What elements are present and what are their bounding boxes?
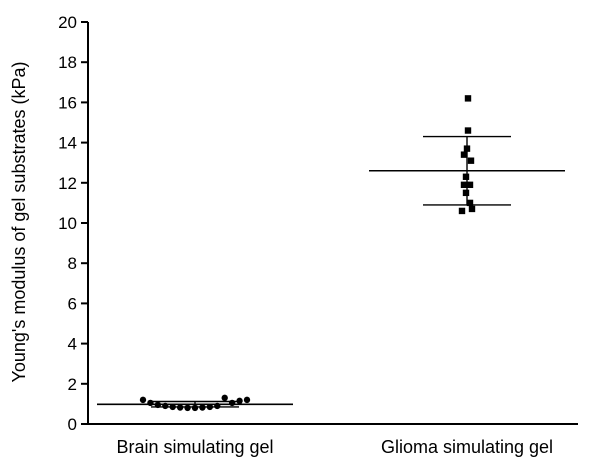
data-point [466, 181, 474, 189]
data-point [147, 399, 154, 407]
y-tick-label: 18 [58, 53, 77, 72]
data-point [236, 397, 243, 405]
x-category-label: Brain simulating gel [116, 437, 273, 457]
data-point [467, 157, 475, 164]
data-point [169, 403, 176, 411]
data-point [184, 404, 191, 412]
data-point [176, 404, 184, 411]
data-point [460, 181, 468, 189]
y-tick-label: 14 [58, 134, 77, 153]
y-tick-label: 20 [58, 13, 77, 32]
data-point [464, 95, 472, 102]
y-tick-label: 4 [68, 335, 77, 354]
y-axis-title: Young's modulus of gel substrates (kPa) [9, 62, 29, 383]
data-point [154, 401, 162, 409]
data-point [243, 396, 251, 404]
series-group [369, 95, 565, 215]
data-point [214, 402, 221, 410]
y-tick-label: 12 [58, 174, 77, 193]
x-category-label: Glioma simulating gel [381, 437, 553, 457]
data-point [221, 394, 228, 402]
data-point [466, 199, 474, 207]
axes [87, 22, 578, 425]
y-tick-label: 10 [58, 214, 77, 233]
data-point [462, 189, 470, 197]
data-point [191, 404, 199, 412]
y-tick-label: 6 [68, 294, 77, 313]
data-point [162, 402, 169, 410]
data-point [464, 127, 472, 134]
data-point [458, 207, 466, 215]
y-tick-label: 8 [68, 254, 77, 273]
data-point [206, 403, 214, 411]
data-point [462, 173, 470, 180]
data-point [228, 399, 236, 407]
y-ticks: 0 2 4 6 8 10 12 14 16 18 20 [58, 13, 88, 434]
data-point [463, 145, 471, 152]
data-point [139, 396, 147, 404]
series-group [97, 394, 293, 412]
data-point [199, 404, 206, 411]
data-marks [97, 95, 565, 412]
x-category-labels: Brain simulating gel Glioma simulating ge… [116, 437, 553, 457]
data-point [468, 205, 476, 213]
y-tick-label: 0 [68, 415, 77, 434]
y-tick-label: 2 [68, 375, 77, 394]
y-tick-label: 16 [58, 93, 77, 112]
data-point [460, 151, 468, 158]
